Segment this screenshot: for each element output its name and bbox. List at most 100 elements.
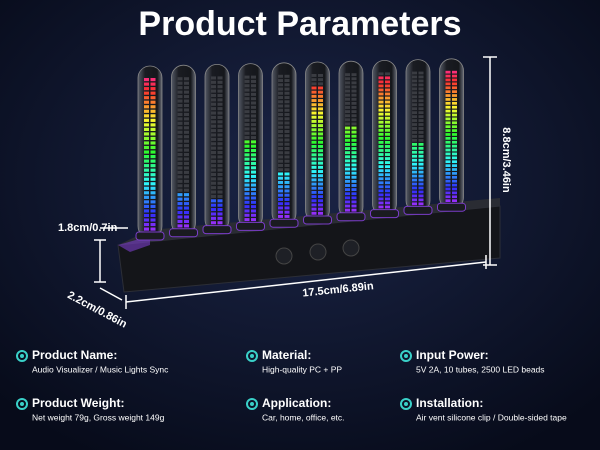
- led: [251, 157, 256, 161]
- led: [445, 168, 451, 171]
- led: [184, 157, 189, 161]
- led: [278, 113, 283, 116]
- led: [150, 218, 156, 222]
- led: [211, 89, 216, 93]
- led: [412, 139, 417, 142]
- led: [177, 95, 183, 99]
- led: [251, 140, 256, 144]
- led: [211, 102, 216, 106]
- led: [452, 82, 457, 86]
- led: [452, 125, 457, 129]
- led: [251, 101, 256, 105]
- led: [378, 181, 384, 185]
- led: [284, 155, 290, 159]
- led: [345, 138, 350, 142]
- led: [311, 174, 317, 178]
- led: [144, 105, 149, 109]
- led: [452, 129, 457, 132]
- led: [217, 98, 223, 102]
- led: [345, 101, 350, 105]
- led: [318, 153, 323, 157]
- led: [345, 110, 350, 114]
- led: [452, 109, 457, 113]
- led: [244, 144, 250, 148]
- led: [385, 149, 390, 152]
- led: [452, 179, 457, 183]
- spec-icon: [246, 350, 258, 362]
- led: [217, 221, 223, 225]
- led: [345, 143, 350, 146]
- led: [217, 107, 223, 111]
- led: [251, 187, 256, 191]
- led: [278, 206, 283, 210]
- led: [345, 77, 350, 81]
- led: [318, 128, 323, 132]
- led: [351, 204, 357, 208]
- led: [184, 86, 189, 90]
- led: [445, 86, 451, 90]
- led: [184, 153, 189, 157]
- led: [144, 173, 149, 177]
- spec-label: Material:: [262, 348, 311, 362]
- tube-collar: [336, 212, 366, 222]
- led: [385, 177, 390, 181]
- led: [452, 98, 457, 101]
- led: [144, 218, 149, 222]
- led: [278, 87, 283, 91]
- led: [278, 142, 283, 146]
- led: [351, 110, 357, 114]
- led: [378, 141, 384, 144]
- led: [345, 73, 350, 77]
- led: [345, 118, 350, 122]
- led: [184, 148, 189, 152]
- led: [345, 192, 350, 196]
- led: [150, 168, 156, 172]
- led: [311, 111, 317, 115]
- led: [452, 160, 457, 164]
- led: [284, 121, 290, 125]
- led: [378, 112, 384, 116]
- led: [351, 171, 357, 175]
- led: [378, 84, 384, 88]
- spec-label: Application:: [262, 396, 331, 410]
- led: [150, 213, 156, 218]
- led: [311, 182, 317, 186]
- led: [217, 124, 223, 128]
- led: [452, 164, 457, 167]
- led: [452, 113, 457, 117]
- led: [412, 146, 417, 150]
- led: [311, 90, 317, 94]
- tube: [236, 63, 265, 231]
- led: [184, 108, 189, 112]
- led: [184, 166, 189, 170]
- led: [452, 199, 457, 203]
- led: [311, 157, 317, 161]
- led: [318, 140, 323, 144]
- tube-glass: [238, 63, 263, 229]
- led: [311, 153, 317, 157]
- led: [452, 74, 457, 78]
- dimension-lines: [94, 56, 497, 309]
- led: [418, 83, 424, 87]
- led: [412, 142, 417, 146]
- led: [211, 93, 216, 98]
- led: [311, 119, 317, 123]
- led: [184, 121, 189, 125]
- led: [184, 126, 189, 130]
- led: [244, 179, 250, 183]
- led: [351, 163, 357, 167]
- led: [385, 165, 390, 169]
- led: [351, 97, 357, 101]
- led: [150, 78, 156, 82]
- led: [311, 132, 317, 136]
- led: [284, 197, 290, 201]
- led: [211, 107, 216, 111]
- led: [244, 218, 250, 222]
- led: [452, 183, 457, 187]
- led: [211, 129, 216, 133]
- led: [144, 127, 149, 131]
- led: [318, 170, 323, 173]
- led: [251, 213, 256, 217]
- led: [412, 150, 417, 154]
